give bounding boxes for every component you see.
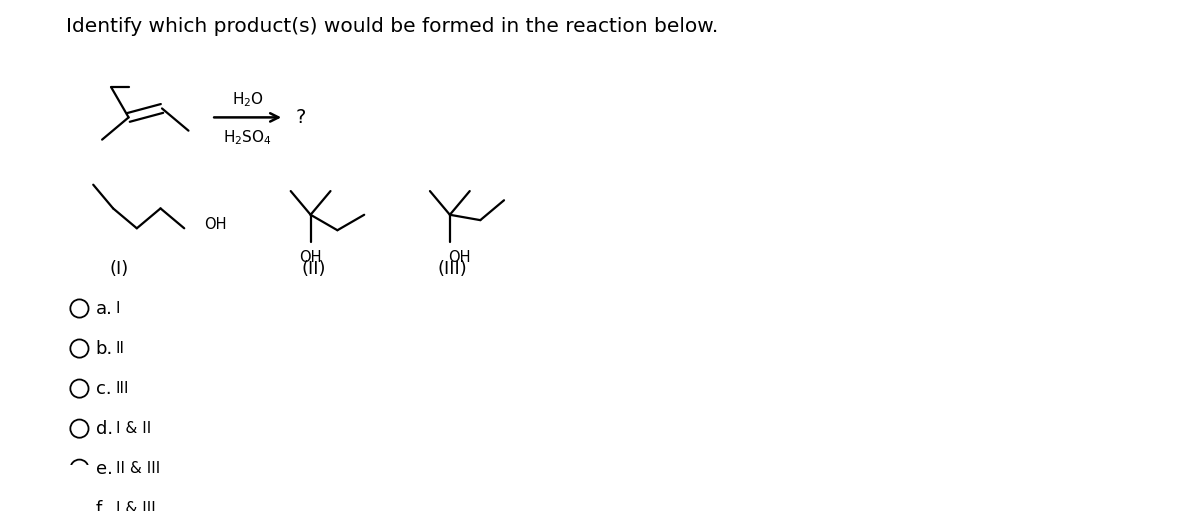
Text: $\mathregular{H_2SO_4}$: $\mathregular{H_2SO_4}$	[223, 128, 272, 147]
Text: ?: ?	[295, 108, 306, 127]
Text: a.: a.	[96, 299, 113, 317]
Text: I: I	[116, 301, 120, 316]
Text: c.: c.	[96, 380, 112, 398]
Text: II & III: II & III	[116, 461, 160, 476]
Text: Identify which product(s) would be formed in the reaction below.: Identify which product(s) would be forme…	[66, 17, 718, 36]
Text: III: III	[116, 381, 130, 396]
Text: f.: f.	[96, 500, 107, 511]
Text: I & II: I & II	[116, 421, 151, 436]
Text: (II): (II)	[301, 261, 325, 278]
Text: d.: d.	[96, 420, 113, 437]
Text: (I): (I)	[110, 261, 130, 278]
Text: e.: e.	[96, 460, 113, 478]
Text: $\mathregular{H_2O}$: $\mathregular{H_2O}$	[232, 90, 264, 108]
Text: I & III: I & III	[116, 501, 156, 511]
Text: OH: OH	[448, 250, 470, 265]
Text: OH: OH	[204, 217, 227, 232]
Text: (III): (III)	[438, 261, 468, 278]
Text: II: II	[116, 341, 125, 356]
Text: b.: b.	[96, 339, 113, 358]
Text: OH: OH	[299, 250, 322, 265]
